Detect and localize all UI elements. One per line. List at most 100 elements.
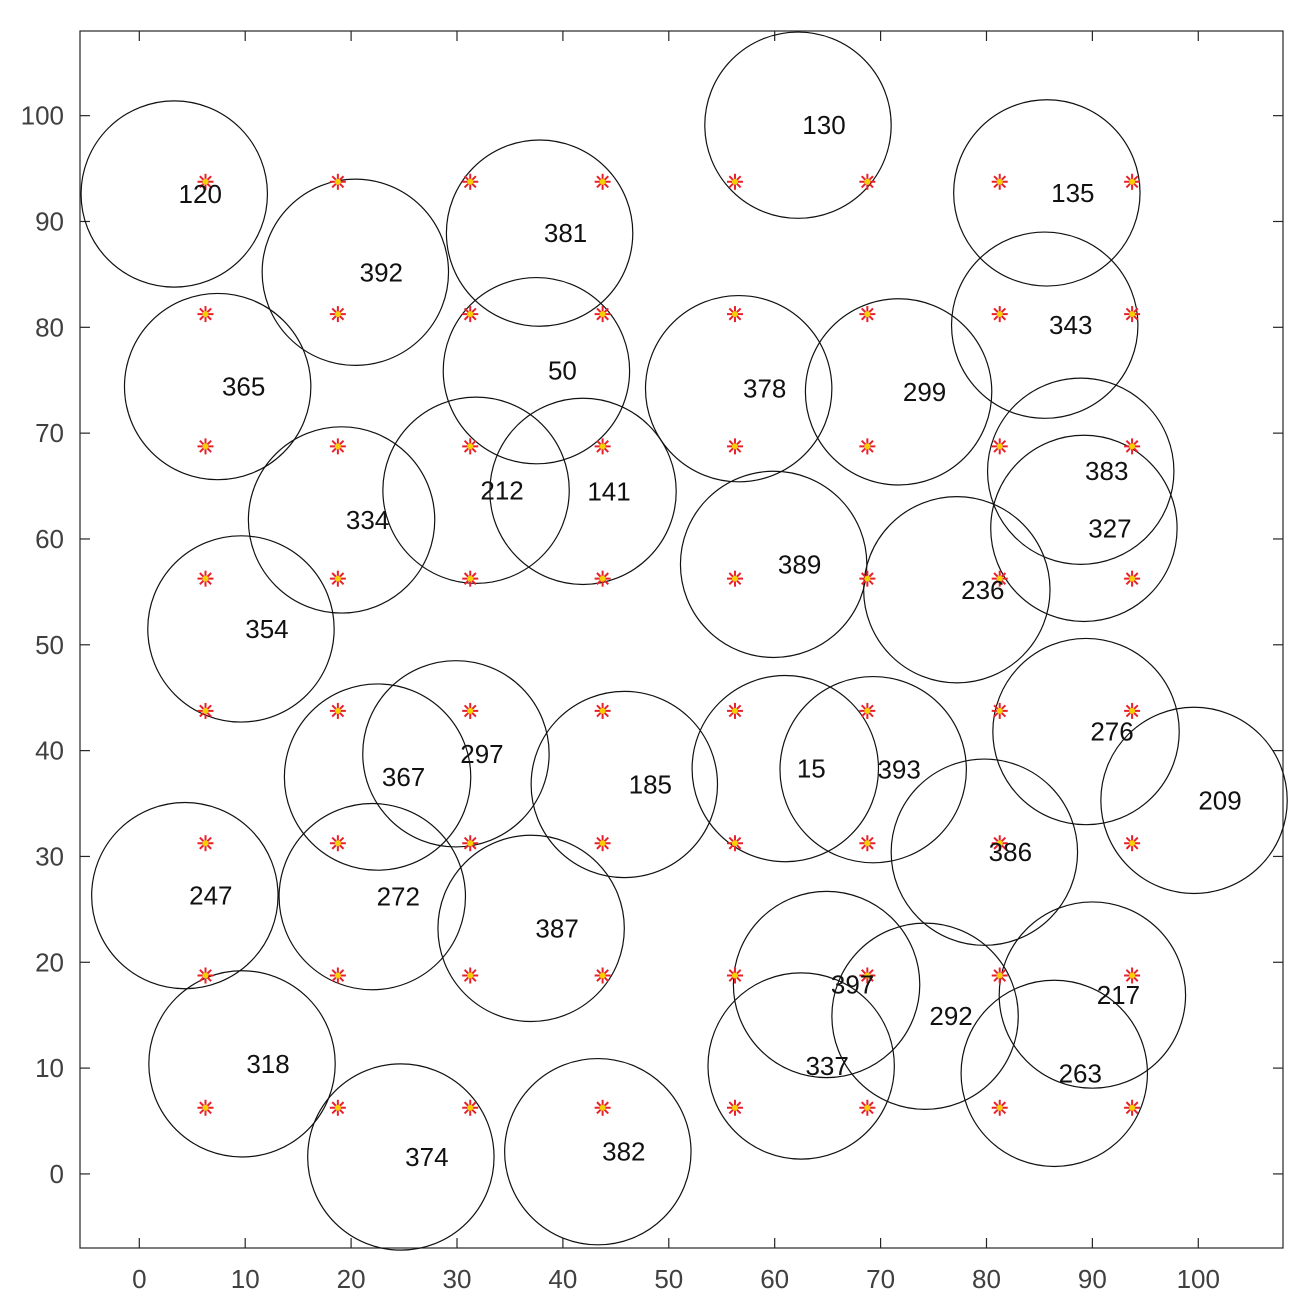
- star-marker: [859, 1099, 876, 1116]
- star-center: [599, 972, 606, 979]
- star-marker: [991, 967, 1008, 984]
- circle-50: [442, 276, 631, 465]
- star-center: [864, 575, 871, 582]
- star-center: [731, 178, 738, 185]
- star-marker: [329, 173, 346, 190]
- star-marker: [197, 306, 214, 323]
- star-center: [334, 178, 341, 185]
- y-tick-label: 60: [35, 524, 64, 554]
- star-marker: [1124, 702, 1141, 719]
- star-center: [599, 443, 606, 450]
- x-tick-label: 50: [654, 1264, 683, 1294]
- x-tick-label: 20: [337, 1264, 366, 1294]
- star-marker: [1124, 173, 1141, 190]
- star-center: [1129, 707, 1136, 714]
- star-center: [599, 840, 606, 847]
- star-marker: [329, 835, 346, 852]
- coverage-circles: [80, 31, 1288, 1251]
- star-center: [864, 443, 871, 450]
- circle-label-120: 120: [179, 179, 222, 209]
- star-marker: [329, 1099, 346, 1116]
- star-marker: [726, 835, 743, 852]
- star-marker: [594, 438, 611, 455]
- circle-label-276: 276: [1090, 717, 1133, 747]
- star-center: [864, 972, 871, 979]
- star-marker: [726, 438, 743, 455]
- star-marker: [462, 570, 479, 587]
- star-center: [599, 707, 606, 714]
- circle-383: [986, 377, 1175, 565]
- circle-209: [1100, 706, 1288, 895]
- circle-label-393: 393: [877, 755, 920, 785]
- circle-label-387: 387: [535, 913, 578, 943]
- star-center: [996, 707, 1003, 714]
- star-marker: [462, 702, 479, 719]
- circle-120: [80, 100, 269, 288]
- circle-label-318: 318: [246, 1049, 289, 1079]
- star-marker: [859, 967, 876, 984]
- circle-318: [148, 970, 336, 1158]
- circle-label-185: 185: [629, 769, 672, 799]
- star-center: [599, 1104, 606, 1111]
- star-marker: [329, 306, 346, 323]
- y-tick-label: 90: [35, 206, 64, 236]
- star-marker: [859, 570, 876, 587]
- star-marker: [197, 173, 214, 190]
- circle-135: [953, 99, 1141, 287]
- star-marker: [197, 570, 214, 587]
- y-tick-label: 40: [35, 736, 64, 766]
- x-tick-label: 80: [972, 1264, 1001, 1294]
- star-center: [599, 178, 606, 185]
- star-marker: [726, 306, 743, 323]
- star-center: [202, 840, 209, 847]
- star-center: [996, 311, 1003, 318]
- star-center: [467, 178, 474, 185]
- circle-label-383: 383: [1085, 456, 1128, 486]
- circle-label-365: 365: [222, 372, 265, 402]
- circle-247: [91, 801, 279, 990]
- star-center: [864, 840, 871, 847]
- star-marker: [1124, 438, 1141, 455]
- circle-label-327: 327: [1088, 513, 1131, 543]
- x-tick-label: 40: [548, 1264, 577, 1294]
- star-marker: [859, 835, 876, 852]
- star-center: [731, 1104, 738, 1111]
- circle-299: [804, 298, 993, 486]
- circle-label-272: 272: [377, 882, 420, 912]
- circle-276: [992, 637, 1180, 826]
- x-tick-label: 90: [1078, 1264, 1107, 1294]
- circle-label-378: 378: [743, 374, 786, 404]
- star-center: [996, 575, 1003, 582]
- circle-382: [504, 1057, 692, 1246]
- circle-386: [890, 758, 1079, 946]
- y-tick-label: 50: [35, 630, 64, 660]
- star-center: [1129, 575, 1136, 582]
- star-marker: [197, 1099, 214, 1116]
- star-center: [731, 840, 738, 847]
- star-center: [996, 840, 1003, 847]
- y-tick-label: 10: [35, 1053, 64, 1083]
- star-marker: [197, 702, 214, 719]
- x-tick-label: 0: [132, 1264, 146, 1294]
- star-center: [467, 443, 474, 450]
- circle-label-392: 392: [360, 257, 403, 287]
- circle-130: [704, 31, 892, 219]
- circle-236: [863, 496, 1051, 684]
- star-marker: [726, 1099, 743, 1116]
- circle-378: [644, 294, 833, 483]
- star-center: [334, 707, 341, 714]
- star-marker: [594, 967, 611, 984]
- star-marker: [329, 438, 346, 455]
- star-marker: [1124, 835, 1141, 852]
- star-center: [731, 707, 738, 714]
- y-tick-label: 0: [50, 1159, 64, 1189]
- circle-label-343: 343: [1049, 310, 1092, 340]
- star-marker: [462, 835, 479, 852]
- star-marker: [1124, 1099, 1141, 1116]
- circle-392: [261, 178, 450, 367]
- star-center: [467, 840, 474, 847]
- star-center: [599, 575, 606, 582]
- circle-334: [247, 426, 436, 614]
- star-center: [864, 178, 871, 185]
- star-marker: [991, 570, 1008, 587]
